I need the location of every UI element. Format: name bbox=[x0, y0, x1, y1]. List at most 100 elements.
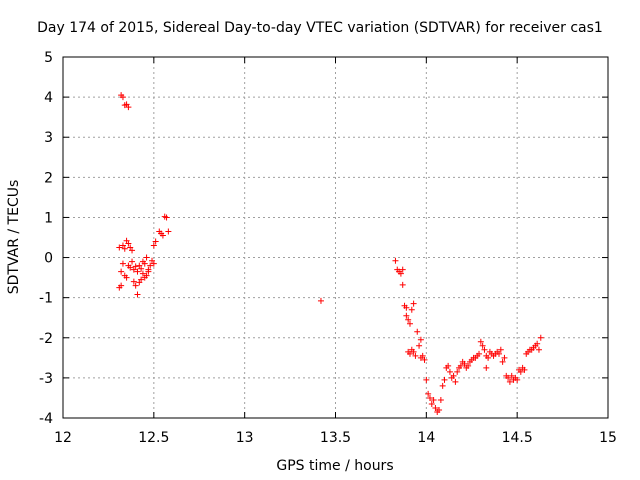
data-point bbox=[397, 270, 404, 277]
data-point bbox=[437, 396, 444, 403]
y-axis-label: SDTVAR / TECUs bbox=[6, 180, 22, 295]
chart-title: Day 174 of 2015, Sidereal Day-to-day VTE… bbox=[37, 20, 603, 36]
points-layer bbox=[116, 92, 544, 415]
data-point bbox=[130, 266, 137, 273]
data-point bbox=[405, 316, 412, 323]
data-point bbox=[132, 282, 139, 289]
data-point bbox=[125, 240, 132, 247]
data-point bbox=[535, 346, 542, 353]
data-point bbox=[485, 354, 492, 361]
grid-layer bbox=[63, 57, 608, 418]
data-point bbox=[481, 346, 488, 353]
data-point bbox=[145, 268, 152, 275]
x-axis-label: GPS time / hours bbox=[276, 458, 393, 474]
data-point bbox=[399, 266, 406, 273]
data-point bbox=[419, 352, 426, 359]
data-point bbox=[497, 346, 504, 353]
data-point bbox=[116, 244, 123, 251]
data-point bbox=[129, 258, 136, 265]
data-point bbox=[165, 228, 172, 235]
x-tick-label: 13.5 bbox=[320, 430, 351, 446]
data-point bbox=[403, 312, 410, 319]
x-tick-label: 13 bbox=[236, 430, 254, 446]
x-tick-label: 12 bbox=[54, 430, 72, 446]
data-point bbox=[410, 348, 417, 355]
data-point bbox=[450, 372, 457, 379]
x-tick-label: 14.5 bbox=[502, 430, 533, 446]
data-point bbox=[118, 282, 125, 289]
data-point bbox=[501, 354, 508, 361]
x-tick-label: 14 bbox=[417, 430, 435, 446]
data-point bbox=[125, 104, 132, 111]
data-point bbox=[127, 264, 134, 271]
data-point bbox=[496, 350, 502, 357]
y-tick-label: 2 bbox=[44, 170, 53, 186]
data-point bbox=[134, 268, 141, 275]
data-point bbox=[514, 376, 521, 383]
data-point bbox=[118, 268, 125, 275]
data-point bbox=[506, 378, 513, 385]
y-tick-label: -2 bbox=[39, 331, 53, 347]
data-point bbox=[121, 245, 128, 252]
data-point bbox=[410, 300, 417, 307]
y-tick-label: -4 bbox=[39, 411, 53, 427]
data-point bbox=[537, 334, 544, 341]
data-point bbox=[476, 350, 483, 357]
data-point bbox=[119, 242, 126, 249]
data-point bbox=[119, 94, 126, 101]
data-point bbox=[147, 262, 154, 269]
data-point bbox=[457, 362, 464, 369]
data-point bbox=[119, 260, 126, 267]
data-point bbox=[477, 338, 484, 345]
x-tick-label: 12.5 bbox=[138, 430, 169, 446]
data-point bbox=[452, 378, 459, 385]
data-point bbox=[163, 214, 170, 221]
data-point bbox=[150, 260, 157, 267]
data-point bbox=[534, 340, 541, 347]
data-point bbox=[412, 352, 419, 359]
tick-layer bbox=[62, 56, 609, 419]
data-point bbox=[479, 342, 486, 349]
data-point bbox=[432, 404, 439, 411]
data-point bbox=[152, 238, 159, 245]
y-tick-label: -3 bbox=[39, 371, 53, 387]
data-point bbox=[417, 336, 424, 343]
data-point bbox=[521, 366, 528, 373]
data-point bbox=[416, 342, 423, 349]
data-point bbox=[130, 278, 137, 285]
data-point bbox=[508, 372, 515, 379]
data-point bbox=[136, 262, 143, 269]
data-point bbox=[465, 362, 472, 369]
data-point bbox=[138, 265, 145, 272]
data-point bbox=[406, 350, 413, 357]
y-tick-label: 4 bbox=[44, 90, 53, 106]
data-point bbox=[439, 382, 446, 389]
data-point bbox=[134, 291, 141, 298]
data-point bbox=[436, 406, 443, 413]
data-point bbox=[406, 320, 413, 327]
data-point bbox=[517, 368, 524, 375]
data-point bbox=[445, 362, 452, 369]
data-point bbox=[483, 364, 490, 371]
y-tick-label: 5 bbox=[44, 50, 53, 66]
data-point bbox=[499, 358, 506, 365]
y-tick-label: 3 bbox=[44, 130, 53, 146]
data-point bbox=[141, 260, 148, 267]
data-point bbox=[159, 232, 166, 239]
data-point bbox=[505, 374, 512, 381]
data-point bbox=[139, 270, 146, 277]
y-tick-label: 0 bbox=[44, 251, 53, 267]
data-point bbox=[143, 272, 150, 279]
data-point bbox=[425, 390, 432, 397]
data-point bbox=[441, 376, 448, 383]
y-tick-label: -1 bbox=[39, 291, 53, 307]
data-point bbox=[423, 376, 430, 383]
y-tick-label: 1 bbox=[44, 210, 53, 226]
data-point bbox=[461, 360, 468, 367]
data-point bbox=[403, 304, 410, 311]
data-point bbox=[414, 328, 421, 335]
data-point bbox=[446, 368, 453, 375]
x-tick-label: 15 bbox=[599, 430, 617, 446]
